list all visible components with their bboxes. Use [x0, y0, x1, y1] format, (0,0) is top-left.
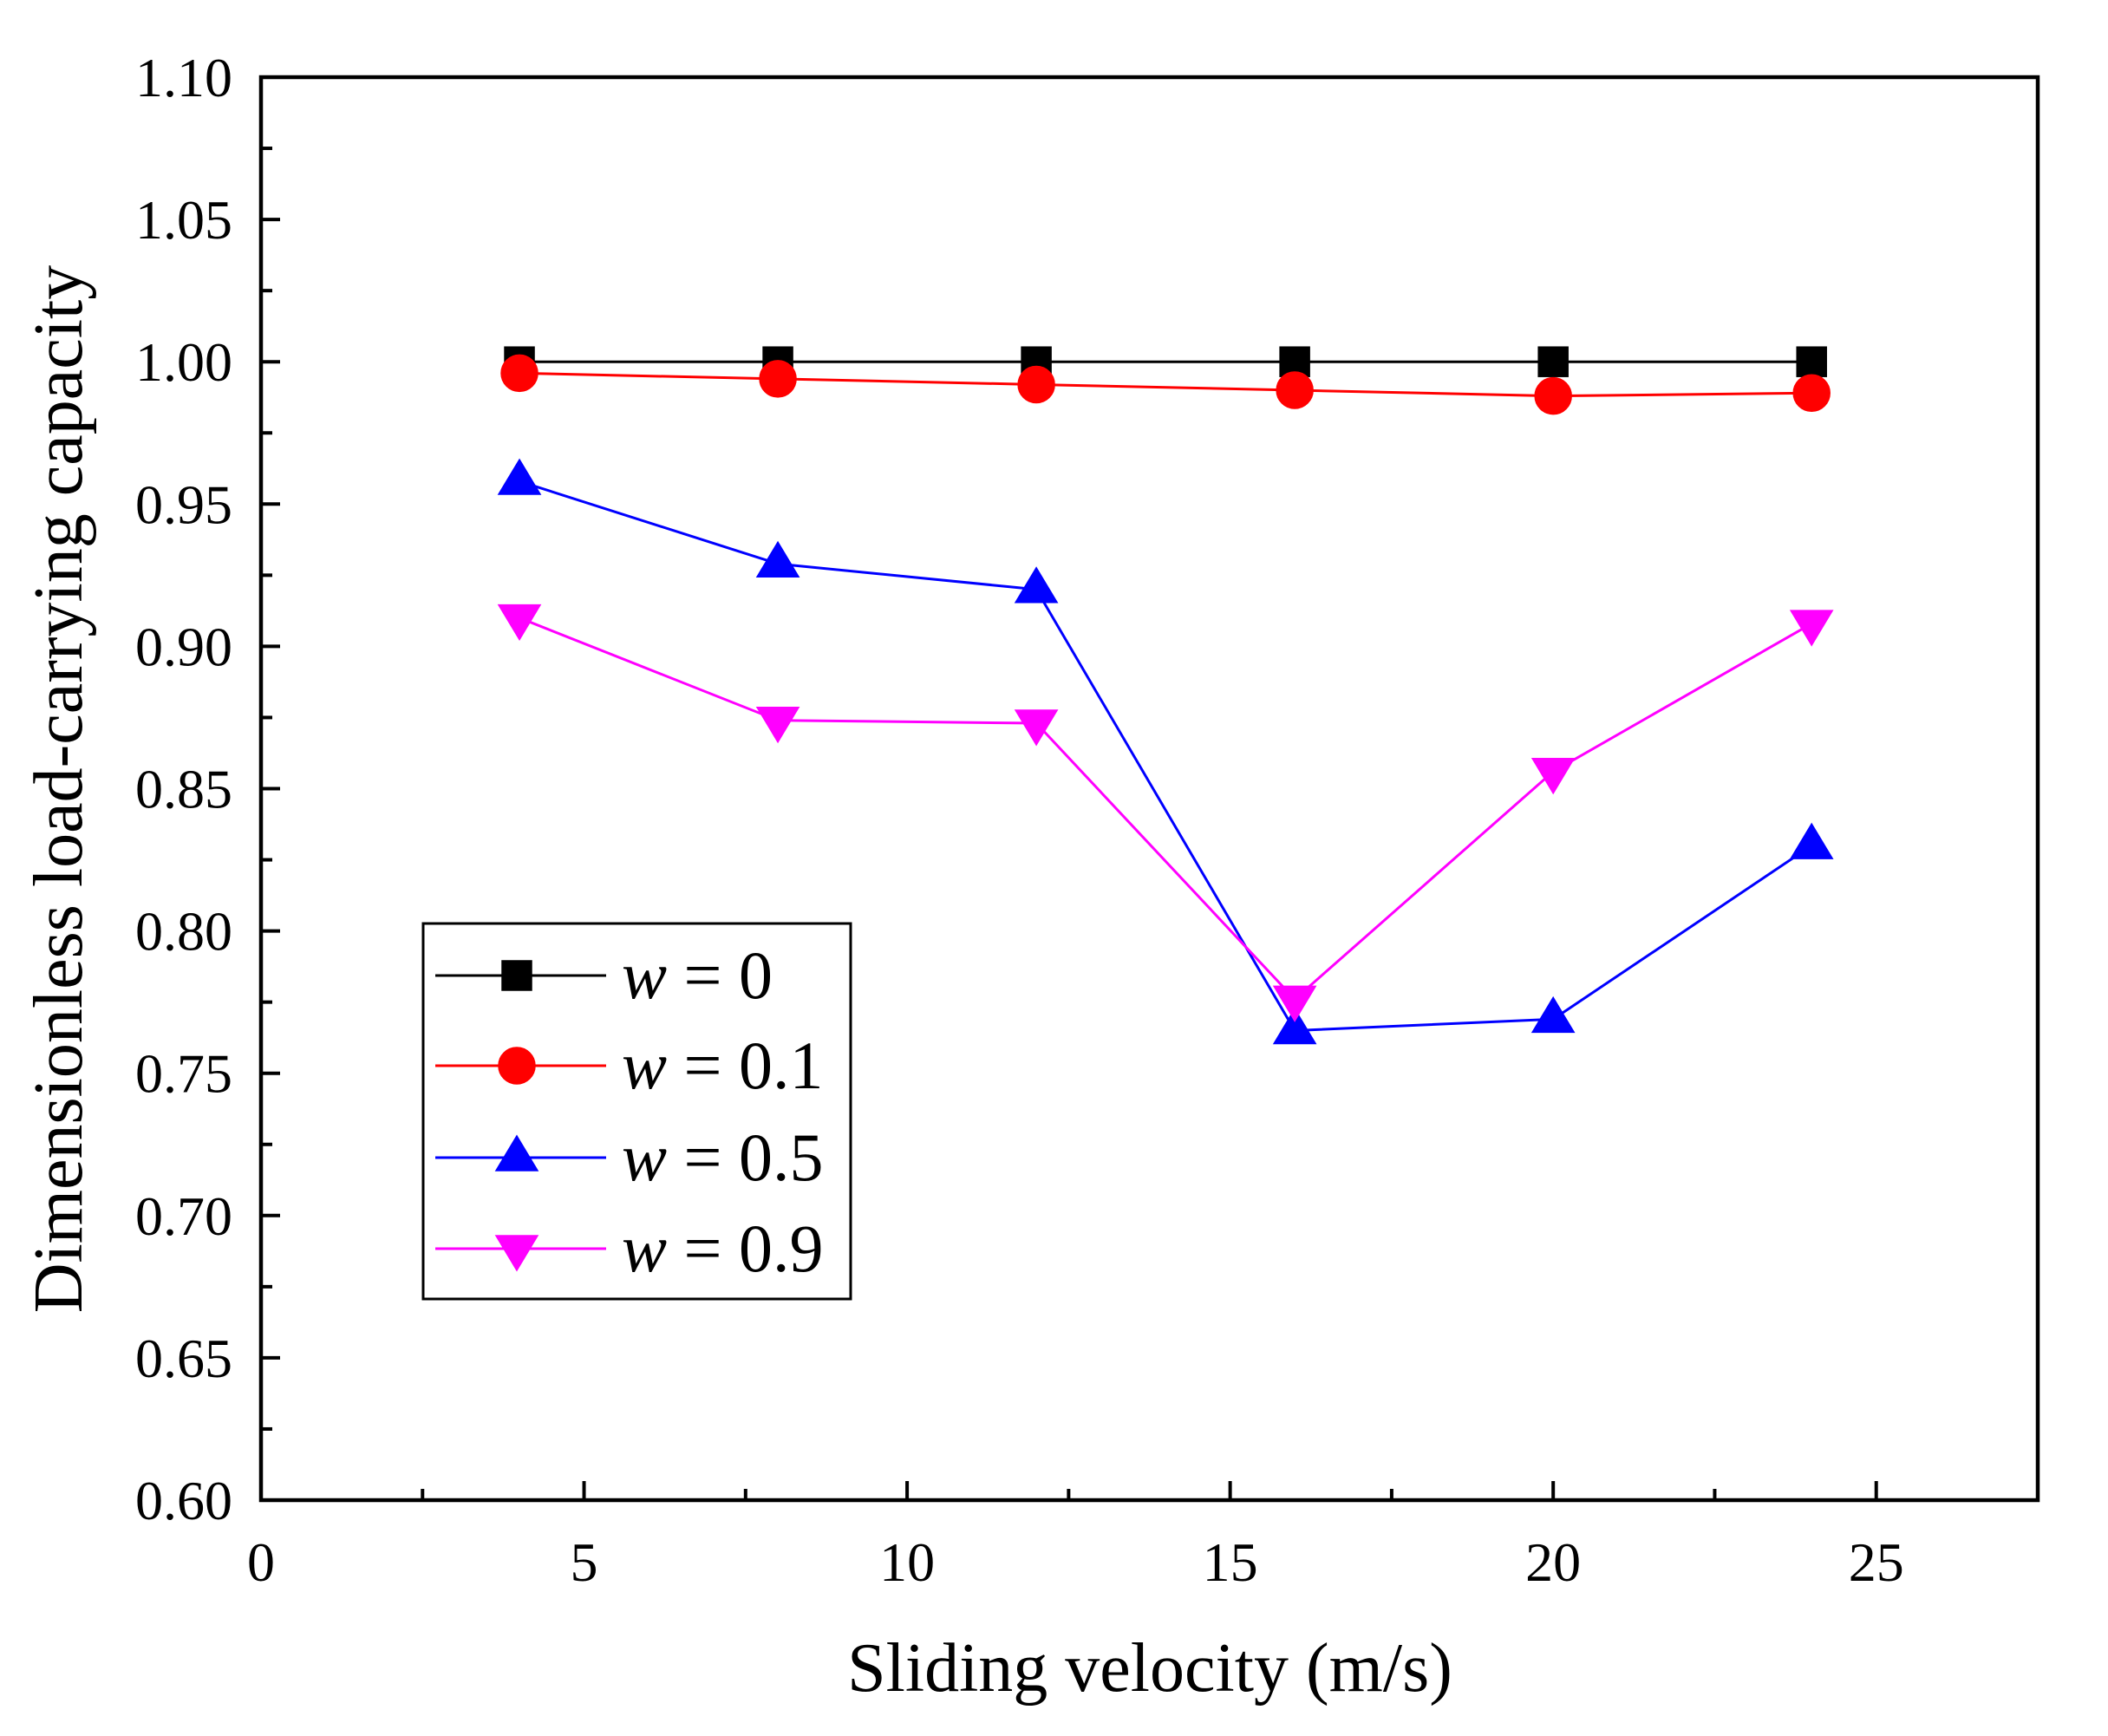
legend: w = 0 w = 0.1 w = 0.5 w = 0.9 — [421, 922, 852, 1301]
y-axis-label: Dimensionless load-carrying capacity — [21, 265, 97, 1313]
data-point-w-0-5-x8 — [755, 540, 800, 578]
y-tick-label-0-75: 0.75 — [135, 1043, 232, 1105]
legend-label-w-0: w = 0 — [622, 937, 773, 1013]
data-point-w-0-1-x12 — [1017, 365, 1055, 404]
data-point-w-0-1-x20 — [1534, 376, 1572, 415]
legend-box — [421, 922, 852, 1301]
legend-marker-w-0-1 — [498, 1047, 536, 1085]
series-line-w-0-9 — [519, 617, 1812, 1001]
legend-item-w-0: w = 0 — [435, 937, 773, 1013]
x-tick-label-25: 25 — [1849, 1531, 1904, 1593]
legend-marker-w-0 — [501, 960, 532, 991]
y-tick-label-0-6: 0.60 — [135, 1470, 232, 1531]
y-tick-label-0-9: 0.90 — [135, 616, 232, 677]
x-tick-label-15: 15 — [1203, 1531, 1258, 1593]
legend-item-w-0-9: w = 0.9 — [435, 1211, 824, 1286]
x-tick-label-20: 20 — [1525, 1531, 1581, 1593]
x-tick-label-5: 5 — [571, 1531, 598, 1593]
data-point-w-0-9-x16 — [1272, 985, 1317, 1022]
legend-item-w-0-1: w = 0.1 — [435, 1028, 824, 1103]
series-w-0-1 — [500, 354, 1831, 415]
series-line-w-0-5 — [519, 480, 1813, 1032]
legend-label-w-0-9: w = 0.9 — [622, 1211, 824, 1286]
y-tick-label-1: 1.00 — [135, 331, 232, 393]
data-point-w-0-5-x16 — [1272, 1008, 1317, 1045]
data-point-w-0-x20 — [1537, 346, 1569, 377]
data-point-w-0-9-x4 — [497, 604, 542, 642]
y-tick-label-0-7: 0.70 — [135, 1185, 232, 1247]
legend-label-w-0-1: w = 0.1 — [622, 1028, 824, 1103]
data-point-w-0-9-x8 — [755, 706, 800, 744]
data-point-w-0-9-x12 — [1014, 709, 1059, 747]
series-line-w-0-1 — [519, 371, 1812, 398]
data-point-w-0-9-x24 — [1789, 610, 1834, 647]
legend-marker-w-0-9 — [494, 1235, 539, 1272]
y-tick-label-0-8: 0.80 — [135, 901, 232, 963]
data-point-w-0-9-x20 — [1530, 758, 1576, 795]
data-point-w-0-1-x4 — [500, 354, 538, 393]
series-w-0-9 — [497, 604, 1834, 1022]
data-point-w-0-x24 — [1796, 346, 1827, 377]
data-point-w-0-5-x24 — [1789, 822, 1834, 859]
data-point-w-0-1-x24 — [1792, 374, 1831, 413]
x-tick-label-0: 0 — [247, 1531, 275, 1593]
y-tick-label-0-85: 0.85 — [135, 759, 232, 820]
legend-item-w-0-5: w = 0.5 — [435, 1119, 824, 1195]
y-tick-label-1-05: 1.05 — [135, 189, 232, 251]
series-w-0-5 — [497, 458, 1834, 1045]
data-point-w-0-1-x8 — [759, 360, 797, 398]
legend-label-w-0-5: w = 0.5 — [622, 1119, 824, 1195]
data-point-w-0-1-x16 — [1276, 371, 1314, 409]
data-point-w-0-5-x20 — [1530, 995, 1576, 1034]
x-tick-label-10: 10 — [879, 1531, 935, 1593]
legend-marker-w-0-5 — [494, 1134, 539, 1171]
plot-frame-layer — [258, 75, 2040, 1503]
y-tick-label-0-95: 0.95 — [135, 473, 232, 535]
plot-frame — [258, 75, 2040, 1503]
axis-tick-labels: 0 5 10 15 20 25 0.60 0.65 0.70 0.75 0.80 0.85 0.90 0.… — [135, 47, 1904, 1593]
data-point-w-0-5-x4 — [497, 458, 542, 495]
x-axis-label: Sliding velocity (m/s) — [847, 1630, 1452, 1707]
y-tick-label-0-65: 0.65 — [135, 1328, 232, 1389]
data-point-w-0-5-x12 — [1014, 566, 1059, 604]
series-layer — [497, 346, 1834, 1045]
y-tick-label-1-1: 1.10 — [135, 47, 232, 108]
